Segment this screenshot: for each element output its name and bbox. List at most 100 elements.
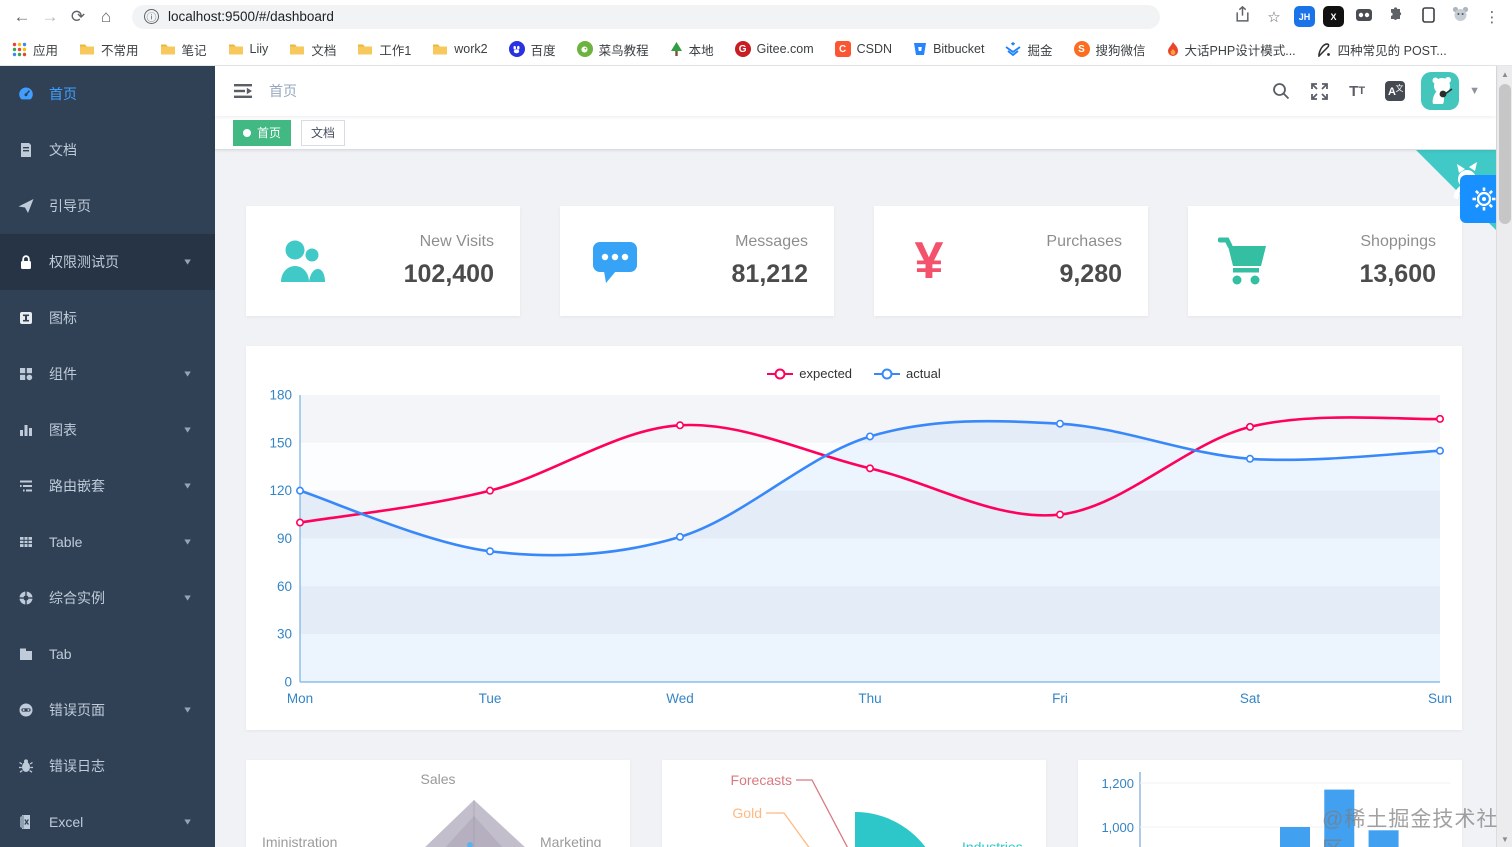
svg-text:Tue: Tue xyxy=(479,691,502,706)
bookmark-local[interactable]: 本地 xyxy=(670,40,714,59)
card-purchases[interactable]: ¥ Purchases 9,280 xyxy=(874,206,1148,316)
share-icon[interactable] xyxy=(1230,5,1254,27)
sidebar-item-dashboard[interactable]: 首页 xyxy=(0,66,215,122)
card-label: Purchases xyxy=(1046,233,1122,250)
browser-toolbar: ← → ⟳ ⌂ ⓘ localhost:9500/#/dashboard ☆ J… xyxy=(0,0,1512,33)
bookmark-folder[interactable]: Liiy xyxy=(228,42,268,56)
chevron-down-icon: ▼ xyxy=(182,593,193,603)
bookmark-bitbucket[interactable]: Bitbucket xyxy=(913,42,984,56)
runoob-icon xyxy=(576,41,593,57)
bookmark-baidu[interactable]: 百度 xyxy=(508,40,556,59)
sidebar-item-guide[interactable]: 引导页 xyxy=(0,178,215,234)
line-chart: 0 30 60 90 120 150 180 Mon Tue Wed Thu Fri Sat Sun xyxy=(269,388,1452,707)
card-messages[interactable]: Messages 81,212 xyxy=(560,206,834,316)
folder-icon xyxy=(358,44,373,55)
home-button[interactable]: ⌂ xyxy=(100,6,112,26)
bookmark-post-article[interactable]: 四种常见的 POST... xyxy=(1317,40,1447,59)
sidebar-item-table[interactable]: Table ▼ xyxy=(0,514,215,570)
radar-chart: Sales Iministration Marketing xyxy=(262,771,601,847)
user-avatar[interactable] xyxy=(1421,72,1460,110)
bookmark-csdn[interactable]: C CSDN xyxy=(834,41,892,57)
tab-icon xyxy=(18,646,34,662)
back-button[interactable]: ← xyxy=(13,6,31,26)
tag-dashboard[interactable]: 首页 xyxy=(233,119,292,146)
svg-text:180: 180 xyxy=(269,388,292,403)
bookmark-apps[interactable]: 应用 xyxy=(12,40,58,59)
scroll-down-icon[interactable]: ▼ xyxy=(1501,834,1509,844)
tag-documentation[interactable]: 文档 xyxy=(301,119,346,146)
gitee-icon: G xyxy=(734,41,751,57)
bookmark-juejin[interactable]: 掘金 xyxy=(1005,40,1053,59)
extensions-puzzle-icon[interactable] xyxy=(1384,6,1408,27)
legend-expected[interactable]: expected xyxy=(767,366,852,381)
sidebar-item-documentation[interactable]: 文档 xyxy=(0,122,215,178)
page-scrollbar[interactable]: ▲ ▼ xyxy=(1496,66,1512,847)
sidebar-item-example[interactable]: 综合实例 ▼ xyxy=(0,570,215,626)
bookmark-runoob[interactable]: 菜鸟教程 xyxy=(576,40,649,59)
bookmark-folder[interactable]: 文档 xyxy=(289,40,336,59)
sidebar-item-tab[interactable]: Tab xyxy=(0,626,215,682)
device-icon[interactable] xyxy=(1416,6,1440,27)
search-icon[interactable] xyxy=(1269,79,1293,103)
bar-chart: 1,200 1,000 xyxy=(1101,772,1450,847)
reload-button[interactable]: ⟳ xyxy=(70,6,86,26)
bottom-charts-row: Sales Iministration Marketing xyxy=(246,760,1462,847)
bookmark-folder[interactable]: work2 xyxy=(432,42,488,56)
scrollbar-thumb[interactable] xyxy=(1499,84,1511,224)
address-bar[interactable]: ⓘ localhost:9500/#/dashboard xyxy=(132,4,1160,29)
browser-menu-icon[interactable]: ⋮ xyxy=(1484,8,1500,26)
bookmark-php-patterns[interactable]: 大话PHP设计模式... xyxy=(1167,40,1296,59)
sidebar-item-permission[interactable]: 权限测试页 ▼ xyxy=(0,234,215,290)
card-value: 81,212 xyxy=(731,260,808,288)
breadcrumb[interactable]: 首页 xyxy=(269,83,297,99)
profile-avatar-icon[interactable] xyxy=(1448,5,1472,28)
bookmark-star-icon[interactable]: ☆ xyxy=(1267,8,1281,26)
chart-icon xyxy=(18,422,34,438)
pie-label-gold: Gold xyxy=(732,805,762,821)
site-info-icon[interactable]: ⓘ xyxy=(144,9,159,24)
bookmarks-bar: 应用 不常用 笔记 Liiy 文档 工作1 work2 百度 xyxy=(0,33,1512,66)
actual-marker-icon xyxy=(874,368,901,379)
card-shoppings[interactable]: Shoppings 13,600 xyxy=(1188,206,1462,316)
sidebar-item-error-pages[interactable]: 错误页面 ▼ xyxy=(0,682,215,738)
extension-jh-icon[interactable]: JH xyxy=(1294,6,1315,27)
extension-robot-icon[interactable] xyxy=(1352,7,1376,27)
sidebar-item-error-log[interactable]: 错误日志 xyxy=(0,738,215,794)
extension-x-icon[interactable]: X xyxy=(1323,6,1344,27)
svg-text:Sat: Sat xyxy=(1240,691,1261,706)
chevron-down-icon: ▼ xyxy=(182,481,193,491)
bookmark-folder[interactable]: 工作1 xyxy=(357,40,411,59)
sidebar-item-component[interactable]: 组件 ▼ xyxy=(0,346,215,402)
forward-button[interactable]: → xyxy=(41,6,59,26)
svg-text:150: 150 xyxy=(269,435,292,450)
pie-label-forecasts: Forecasts xyxy=(731,772,792,788)
card-new-visits[interactable]: New Visits 102,400 xyxy=(246,206,520,316)
hamburger-icon[interactable] xyxy=(231,79,255,103)
icons-icon xyxy=(18,310,34,326)
scroll-up-icon[interactable]: ▲ xyxy=(1501,69,1509,79)
sidebar-item-nested[interactable]: 路由嵌套 ▼ xyxy=(0,458,215,514)
fullscreen-icon[interactable] xyxy=(1307,79,1331,103)
caret-down-icon[interactable]: ▼ xyxy=(1469,85,1480,97)
sidebar: 首页 文档 引导页 权限测试页 ▼ 图标 组件 ▼ 图表 ▼ xyxy=(0,66,215,847)
sidebar-item-icons[interactable]: 图标 xyxy=(0,290,215,346)
bookmark-folder[interactable]: 不常用 xyxy=(79,40,139,59)
radar-label-sales: Sales xyxy=(420,771,455,787)
bookmark-sogou-weixin[interactable]: S 搜狗微信 xyxy=(1073,40,1146,59)
svg-text:Wed: Wed xyxy=(666,691,694,706)
bookmark-folder[interactable]: 笔记 xyxy=(160,40,207,59)
bookmark-gitee[interactable]: G Gitee.com xyxy=(734,41,814,57)
legend-actual[interactable]: actual xyxy=(874,366,941,381)
chevron-down-icon: ▼ xyxy=(182,257,193,267)
component-icon xyxy=(18,366,34,382)
radar-label-marketing: Marketing xyxy=(540,834,601,847)
sidebar-item-charts[interactable]: 图表 ▼ xyxy=(0,402,215,458)
sidebar-item-excel[interactable]: Excel ▼ xyxy=(0,794,215,847)
dashboard-icon xyxy=(18,86,34,102)
panel-group: New Visits 102,400 Messages 81,212 ¥ Pur… xyxy=(246,206,1462,316)
apps-grid-icon xyxy=(12,42,27,56)
